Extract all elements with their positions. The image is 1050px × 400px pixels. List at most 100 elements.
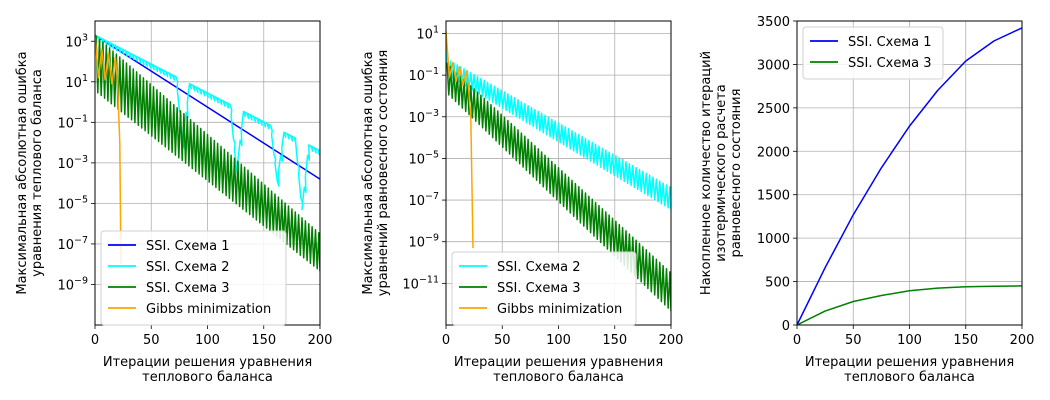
legend-label: SSI. Схема 3 [848, 56, 932, 71]
y-axis-label: изотермического расчета [714, 84, 729, 262]
plot-frame [796, 20, 1023, 326]
legend: SSI. Схема 1 SSI. Схема 2 SSI. Схема 3 Gibb… [100, 230, 287, 326]
y-tick-exponent: −7 [425, 191, 439, 202]
y-tick-base: 10 [402, 277, 419, 292]
y-tick-label: 3500 [757, 15, 790, 30]
legend: SSI. Схема 2 SSI. Схема 3 Gibbs minimizati… [451, 251, 637, 326]
y-tick-base: 10 [408, 194, 425, 209]
x-tick-label: 50 [494, 333, 511, 348]
chart-panel-3: 0 50 100 150 2000500100015002000250030003500… [699, 15, 1034, 385]
y-axis-label: равновесного состояния [729, 89, 744, 258]
y-tick-label: 10−3 [57, 154, 88, 172]
x-tick-label: 50 [845, 333, 862, 348]
legend-label: Gibbs minimization [146, 302, 271, 317]
y-tick-exponent: 1 [433, 24, 439, 35]
y-axis-label: уравнения теплового баланса [30, 69, 45, 277]
y-tick-label: 101 [65, 73, 88, 91]
y-tick-label: 10−11 [402, 274, 439, 292]
y-tick-label: 0 [782, 319, 790, 334]
y-tick-exponent: 1 [82, 73, 88, 84]
y-tick-exponent: −9 [74, 275, 88, 286]
x-tick-label: 0 [442, 333, 450, 348]
y-tick-base: 10 [57, 278, 74, 293]
legend-label: SSI. Схема 3 [497, 281, 581, 296]
y-tick-label: 10−7 [408, 191, 439, 209]
chart-panel-2: 0 50 100 150 20010110−110−310−510−710−910−11… [361, 20, 684, 385]
y-tick-exponent: −1 [74, 113, 88, 124]
y-tick-label: 1500 [757, 189, 790, 204]
x-tick-label: 0 [793, 333, 801, 348]
legend-label: SSI. Схема 3 [146, 281, 230, 296]
series-group [797, 27, 1022, 325]
series-line [797, 285, 1022, 325]
x-axis-label: Итерации решения уравнения [454, 355, 663, 370]
x-tick-label: 50 [143, 333, 160, 348]
legend-label: SSI. Схема 2 [146, 260, 230, 275]
y-tick-exponent: −9 [425, 233, 439, 244]
y-tick-base: 10 [408, 236, 425, 251]
y-tick-base: 10 [65, 76, 82, 91]
y-tick-label: 10−1 [57, 113, 88, 131]
x-axis-label: Итерации решения уравнения [805, 355, 1014, 370]
legend-label: SSI. Схема 1 [848, 35, 932, 50]
legend-label: Gibbs minimization [497, 302, 622, 317]
y-tick-label: 2000 [757, 145, 790, 160]
x-tick-label: 200 [1010, 333, 1035, 348]
y-tick-label: 500 [765, 276, 790, 291]
y-tick-label: 101 [416, 24, 439, 42]
y-tick-exponent: −3 [425, 108, 439, 119]
y-tick-label: 10−9 [57, 275, 88, 293]
series-line [95, 35, 122, 265]
y-tick-exponent: −1 [425, 66, 439, 77]
y-tick-label: 10−7 [57, 235, 88, 253]
x-tick-label: 200 [308, 333, 333, 348]
y-tick-label: 10−5 [57, 194, 88, 212]
y-tick-exponent: −5 [74, 194, 88, 205]
y-axis-label: Накопленное количество итераций [699, 51, 714, 295]
chart-panel-1: 0 50 100 150 20010310110−110−310−510−710−9Ит… [15, 20, 333, 385]
y-tick-base: 10 [408, 111, 425, 126]
y-tick-base: 10 [57, 116, 74, 131]
y-tick-exponent: −5 [425, 149, 439, 160]
y-axis-label: Максимальная абсолютная ошибка [15, 51, 30, 294]
y-tick-base: 10 [57, 238, 74, 253]
y-tick-base: 10 [416, 27, 433, 42]
legend: SSI. Схема 1 SSI. Схема 3 [802, 26, 944, 80]
y-axis-label: уравнений равновесного состояния [376, 50, 391, 296]
x-tick-label: 0 [91, 333, 99, 348]
y-tick-base: 10 [408, 69, 425, 84]
y-tick-base: 10 [57, 157, 74, 172]
series-line [797, 27, 1022, 325]
series-line [95, 34, 320, 272]
y-tick-label: 10−9 [408, 233, 439, 251]
y-axis-label: Максимальная абсолютная ошибка [361, 51, 376, 294]
y-tick-label: 10−3 [408, 108, 439, 126]
x-axis-label: Итерации решения уравнения [103, 355, 312, 370]
y-tick-exponent: −11 [419, 274, 439, 285]
legend-box [100, 230, 287, 326]
y-tick-base: 10 [408, 152, 425, 167]
y-tick-label: 10−1 [408, 66, 439, 84]
series-line [95, 34, 320, 211]
y-tick-label: 10−5 [408, 149, 439, 167]
x-axis-label: теплового баланса [844, 370, 975, 385]
legend-box [802, 26, 944, 80]
y-tick-label: 1000 [757, 232, 790, 247]
series-group [95, 34, 320, 272]
x-tick-label: 150 [251, 333, 276, 348]
x-tick-label: 100 [897, 333, 922, 348]
legend-label: SSI. Схема 1 [146, 239, 230, 254]
y-tick-base: 10 [65, 35, 82, 50]
y-tick-exponent: 3 [82, 32, 88, 43]
y-tick-exponent: −7 [74, 235, 88, 246]
y-tick-label: 103 [65, 32, 88, 50]
y-tick-exponent: −3 [74, 154, 88, 165]
x-axis-label: теплового баланса [493, 370, 624, 385]
x-tick-label: 150 [953, 333, 978, 348]
series-line [446, 31, 474, 249]
y-tick-base: 10 [57, 197, 74, 212]
x-tick-label: 100 [546, 333, 571, 348]
y-tick-label: 3000 [757, 58, 790, 73]
x-tick-label: 200 [659, 333, 684, 348]
